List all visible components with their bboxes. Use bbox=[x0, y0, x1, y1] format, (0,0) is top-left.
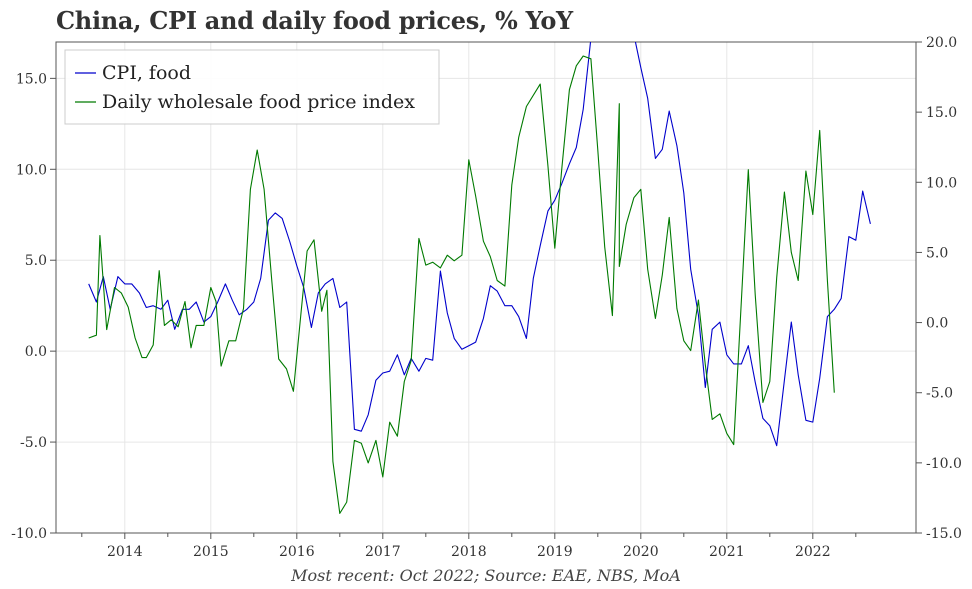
axes: 2014 2015 2016 2017 2018 2019 2020 2021 2022 -10.… bbox=[11, 35, 962, 560]
series-line-cpi-food bbox=[88, 42, 871, 447]
x-tick-label: 2019 bbox=[537, 544, 573, 560]
series-line-daily-food-index bbox=[88, 55, 835, 514]
right-tick-label: -15.0 bbox=[926, 526, 962, 542]
right-tick-label: 15.0 bbox=[926, 105, 957, 121]
left-tick-label: -5.0 bbox=[20, 435, 47, 451]
right-tick-label: 0.0 bbox=[926, 316, 948, 332]
left-tick-label: 15.0 bbox=[16, 71, 47, 87]
x-tick-label: 2016 bbox=[279, 544, 315, 560]
right-tick-label: 5.0 bbox=[926, 245, 948, 261]
x-tick-label: 2021 bbox=[709, 544, 745, 560]
left-tick-label: 10.0 bbox=[16, 162, 47, 178]
left-tick-label: -10.0 bbox=[11, 526, 47, 542]
legend-label-cpi-food: CPI, food bbox=[102, 62, 191, 84]
x-tick-label: 2018 bbox=[451, 544, 487, 560]
chart-title: China, CPI and daily food prices, % YoY bbox=[56, 6, 573, 35]
x-tick-label: 2015 bbox=[193, 544, 229, 560]
x-tick-label: 2014 bbox=[107, 544, 143, 560]
left-tick-label: 5.0 bbox=[25, 253, 47, 269]
x-tick-label: 2022 bbox=[795, 544, 831, 560]
right-tick-label: 20.0 bbox=[926, 35, 957, 51]
plot-frame bbox=[55, 41, 917, 534]
right-tick-label: -10.0 bbox=[926, 456, 962, 472]
series-layer bbox=[88, 42, 871, 514]
right-tick-label: -5.0 bbox=[926, 386, 953, 402]
legend: CPI, food Daily wholesale food price ind… bbox=[64, 49, 440, 125]
right-tick-label: 10.0 bbox=[926, 175, 957, 191]
x-tick-label: 2017 bbox=[365, 544, 401, 560]
chart-caption: Most recent: Oct 2022; Source: EAE, NBS,… bbox=[291, 566, 681, 585]
legend-label-daily-food-index: Daily wholesale food price index bbox=[102, 91, 415, 113]
legend-box bbox=[64, 49, 440, 125]
left-tick-label: 0.0 bbox=[25, 344, 47, 360]
x-tick-label: 2020 bbox=[623, 544, 659, 560]
